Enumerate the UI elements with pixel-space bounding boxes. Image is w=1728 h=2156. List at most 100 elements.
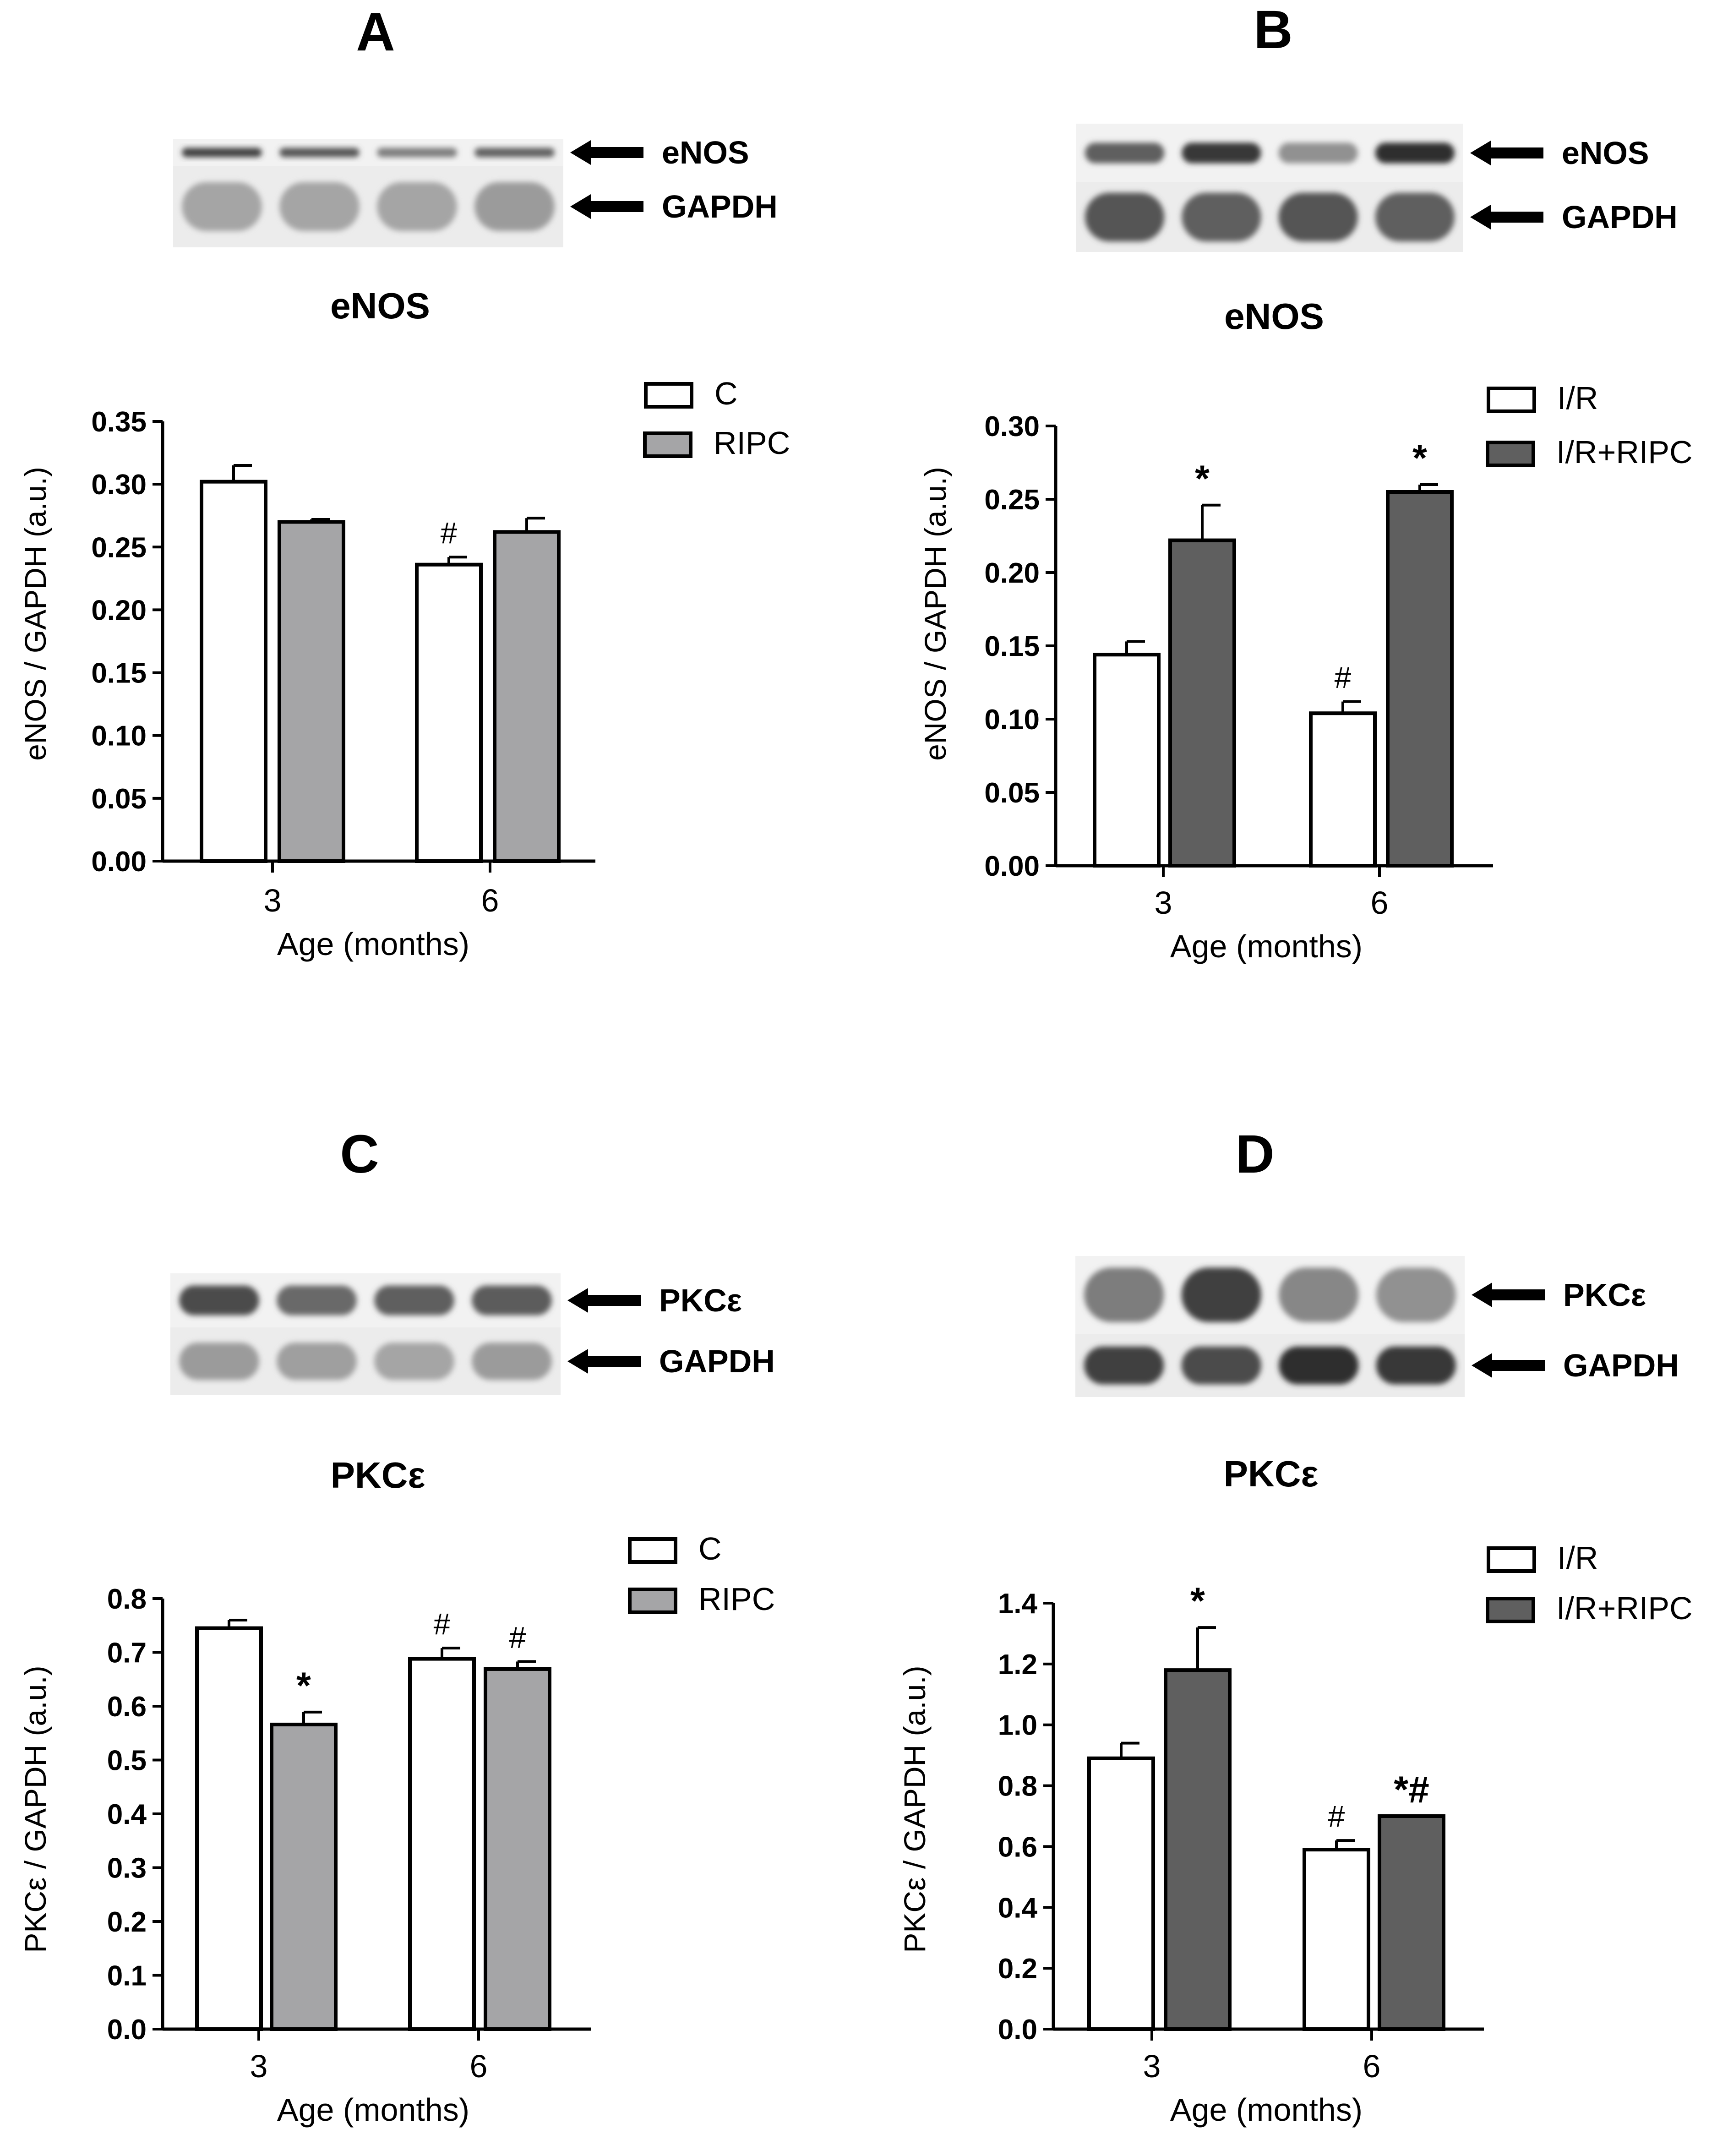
y-tick-label: 0.20 xyxy=(91,595,147,626)
bar xyxy=(1303,1848,1370,2031)
blot-label: PKCε xyxy=(659,1283,742,1318)
legend: C RIPC xyxy=(628,1531,775,1617)
chart-title: PKCε xyxy=(331,1455,425,1496)
bar-chart: PKCε 0.0 0.1 0.2 0.3 0.4 0.5 0.6 0.7 0.8 PKCε / GA… xyxy=(18,1455,775,2128)
significance-mark: # xyxy=(1328,1799,1345,1833)
western-blot: eNOS GAPDH xyxy=(173,135,778,247)
x-tick-label: 3 xyxy=(1143,2048,1161,2084)
legend-label: I/R+RIPC xyxy=(1556,434,1693,470)
y-tick-label: 0.2 xyxy=(998,1953,1037,1985)
legend-label: RIPC xyxy=(714,425,790,461)
blot-band xyxy=(374,1285,454,1315)
blot-band xyxy=(279,182,360,231)
legend-label: I/R xyxy=(1557,380,1598,416)
y-tick-label: 0.4 xyxy=(998,1892,1038,1924)
x-axis-label: Age (months) xyxy=(1170,928,1363,964)
x-tick-label: 6 xyxy=(470,2048,488,2084)
legend: I/R I/R+RIPC xyxy=(1486,380,1693,470)
legend: C RIPC xyxy=(643,376,790,461)
blot-label: GAPDH xyxy=(659,1343,775,1379)
x-axis-label: Age (months) xyxy=(277,926,469,962)
bar xyxy=(270,1722,338,2031)
y-tick-label: 0.00 xyxy=(984,851,1040,882)
panel-d: DPKCεGAPDHPKCε0.00.20.40.60.81.01.21.4PK… xyxy=(898,1124,1693,2128)
arrow-left-icon xyxy=(567,1349,641,1374)
arrow-left-icon xyxy=(1472,1283,1545,1307)
blot-band xyxy=(377,182,457,231)
bar-chart: eNOS 0.00 0.05 0.10 0.15 0.20 0.25 0.30 0.35 eNOS… xyxy=(18,285,790,962)
blot-band xyxy=(1085,142,1165,164)
blot-band xyxy=(472,1285,552,1315)
bar xyxy=(1168,538,1236,868)
chart-title: eNOS xyxy=(1224,296,1324,337)
x-tick-label: 6 xyxy=(1371,885,1389,921)
significance-mark: * xyxy=(1190,1580,1205,1622)
blot-band xyxy=(1182,142,1261,164)
y-tick-label: 1.4 xyxy=(998,1588,1038,1620)
x-tick-label: 6 xyxy=(481,883,499,918)
legend-label: RIPC xyxy=(698,1581,775,1617)
legend-label: I/R+RIPC xyxy=(1556,1590,1693,1626)
blot-band xyxy=(277,1343,357,1380)
panel-letter: A xyxy=(356,2,395,62)
y-tick-label: 0.4 xyxy=(107,1799,147,1830)
blot-label: eNOS xyxy=(1562,135,1649,171)
y-tick-label: 0.25 xyxy=(984,484,1040,516)
panel-letter: B xyxy=(1254,0,1292,60)
y-axis-label: PKCε / GAPDH (a.u.) xyxy=(898,1665,932,1953)
blot-band xyxy=(1084,1267,1164,1322)
bar xyxy=(415,562,483,863)
arrow-left-icon xyxy=(570,140,643,165)
significance-mark: * xyxy=(1195,458,1210,500)
y-tick-label: 0.5 xyxy=(107,1745,147,1777)
blot-band xyxy=(279,147,360,158)
y-tick-label: 0.15 xyxy=(91,658,147,689)
y-tick-label: 0.30 xyxy=(984,411,1040,442)
blot-band xyxy=(1376,1346,1456,1385)
blot-band xyxy=(1375,142,1455,164)
significance-mark: *# xyxy=(1394,1769,1429,1811)
legend-swatch xyxy=(643,431,692,458)
legend-swatch xyxy=(1486,1597,1535,1623)
legend-swatch xyxy=(644,382,693,409)
blot-label: eNOS xyxy=(662,135,749,170)
y-axis-label: eNOS / GAPDH (a.u.) xyxy=(918,467,952,761)
bar-chart: PKCε 0.0 0.2 0.4 0.6 0.8 1.0 1.2 1.4 PKCε / GAPDH… xyxy=(898,1453,1693,2128)
y-tick-label: 0.0 xyxy=(107,2014,147,2046)
panel-c: C PKCε GAPDH PKCε 0.0 0.1 0.2 0.3 0.4 0.5 0.6 0.7 0.… xyxy=(18,1124,775,2128)
arrow-left-icon xyxy=(1470,141,1543,165)
y-axis-label: PKCε / GAPDH (a.u.) xyxy=(18,1665,52,1953)
y-tick-label: 0.6 xyxy=(998,1831,1037,1863)
blot-band xyxy=(1375,192,1455,242)
legend-swatch xyxy=(628,1588,677,1614)
bar xyxy=(493,530,561,863)
y-tick-label: 0.2 xyxy=(107,1906,147,1938)
blot-band xyxy=(474,182,555,231)
blot-band xyxy=(1084,1346,1164,1385)
bar xyxy=(1164,1668,1232,2031)
y-tick-label: 0.8 xyxy=(107,1583,147,1615)
x-tick-label: 3 xyxy=(250,2048,268,2084)
blot-band xyxy=(182,182,262,231)
legend-swatch xyxy=(1486,441,1535,467)
significance-mark: # xyxy=(441,516,458,550)
x-axis-label: Age (months) xyxy=(277,2092,469,2128)
bar xyxy=(1309,711,1377,868)
blot-band xyxy=(1085,192,1165,242)
x-tick-label: 3 xyxy=(264,883,282,918)
legend-label: C xyxy=(698,1531,722,1567)
western-blot: PKCε GAPDH xyxy=(1075,1256,1679,1397)
y-tick-label: 0.20 xyxy=(984,557,1040,589)
legend-label: C xyxy=(714,376,738,411)
legend-swatch xyxy=(1487,1546,1536,1573)
bar xyxy=(1093,653,1161,868)
bar xyxy=(484,1667,551,2031)
bar xyxy=(1087,1756,1155,2031)
y-tick-label: 0.0 xyxy=(998,2014,1037,2046)
blot-band xyxy=(1279,1346,1359,1385)
y-tick-label: 0.1 xyxy=(107,1960,147,1992)
panel-letter: D xyxy=(1235,1124,1274,1184)
bar xyxy=(1378,1814,1445,2031)
